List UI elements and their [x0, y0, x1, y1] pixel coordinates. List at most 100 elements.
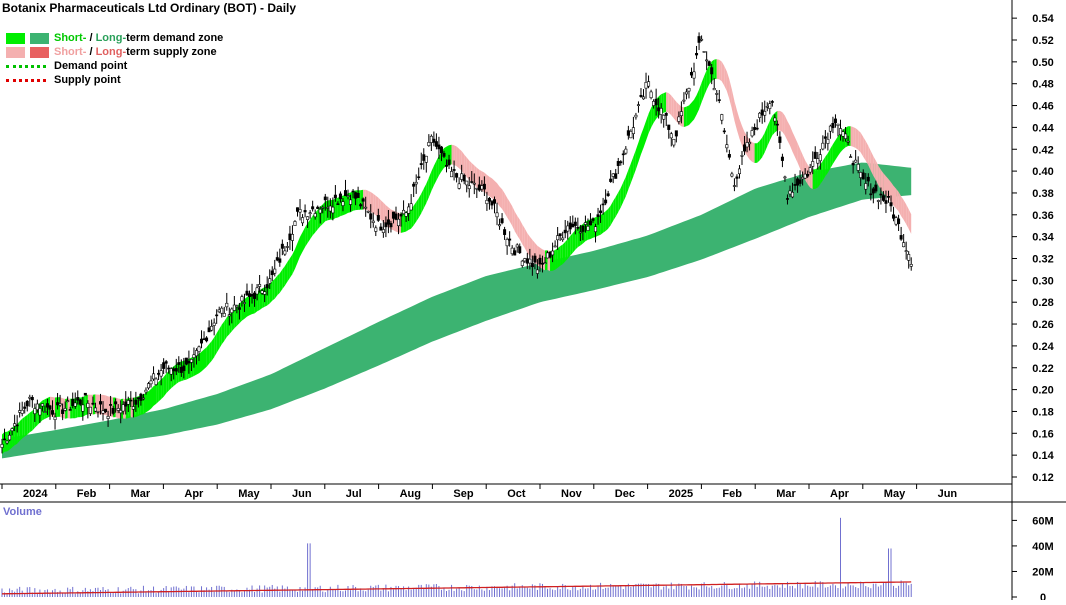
short-term-zone-segment	[572, 230, 576, 253]
short-term-zone-segment	[673, 98, 677, 122]
short-term-zone-segment	[686, 105, 689, 127]
candle-body	[141, 397, 145, 400]
candle-body	[450, 171, 454, 178]
x-tick-label: Feb	[77, 488, 97, 500]
candle-body	[553, 245, 557, 248]
short-term-zone-segment	[618, 187, 621, 213]
candle-body	[149, 380, 153, 385]
candle-body	[626, 130, 630, 136]
candle-body	[735, 176, 739, 179]
candle-body	[399, 214, 403, 217]
candle-body	[839, 128, 843, 136]
y-tick-label: 0.18	[1032, 406, 1053, 418]
candle-body	[487, 197, 491, 202]
short-term-zone-segment	[628, 163, 631, 190]
legend-supply-point-text: Supply point	[54, 74, 121, 86]
y-tick-label: 0.20	[1032, 385, 1053, 397]
candle-body	[419, 163, 423, 165]
candle-body	[119, 410, 123, 414]
candle-body	[374, 227, 378, 232]
candle-body	[876, 200, 880, 202]
short-term-zone-segment	[375, 195, 379, 218]
legend-demand-zone: Short- / Long-term demand zone	[6, 31, 223, 45]
candle-body	[720, 114, 724, 121]
short-term-zone-segment	[67, 398, 71, 419]
candle-body	[73, 402, 77, 407]
short-term-zone-segment	[492, 178, 495, 201]
candle-body	[404, 212, 408, 217]
candle-body	[306, 216, 310, 220]
candle-body	[881, 195, 885, 201]
short-term-zone-segment	[502, 189, 505, 213]
candle-body	[33, 408, 37, 414]
candle-body	[654, 98, 658, 106]
candle-body	[816, 158, 820, 164]
x-tick-label: Oct	[507, 488, 526, 500]
candle-body	[528, 258, 532, 264]
short-term-zone-segment	[797, 143, 801, 169]
candle-body	[611, 173, 615, 177]
candle-body	[384, 222, 388, 228]
short-term-zone-segment	[630, 156, 634, 183]
short-term-zone-segment	[562, 241, 566, 265]
candle-body	[785, 198, 789, 200]
short-term-zone-segment	[754, 143, 758, 163]
short-term-zone-segment	[19, 418, 23, 441]
candle-body	[258, 284, 262, 287]
candle-body	[558, 233, 562, 237]
short-term-zone-segment	[787, 121, 790, 146]
candle-body	[495, 212, 499, 218]
legend-supply-point: Supply point	[6, 73, 223, 87]
short-term-zone-segment	[310, 215, 313, 240]
volume-y-tick-label: 20M	[1032, 566, 1053, 578]
candle-body	[543, 262, 547, 264]
candle-body	[621, 153, 625, 156]
candle-body	[417, 176, 421, 179]
candle-body	[48, 405, 52, 410]
short-term-zone-segment	[598, 215, 601, 236]
short-term-zone-segment	[295, 242, 298, 269]
short-term-zone-segment	[234, 306, 237, 329]
candle-body	[662, 114, 666, 120]
short-term-zone-segment	[567, 235, 571, 259]
candle-body	[897, 218, 901, 225]
short-term-zone-segment	[297, 236, 300, 263]
candle-body	[700, 38, 704, 41]
candle-body	[760, 109, 764, 116]
y-tick-label: 0.34	[1032, 232, 1054, 244]
candle-body	[540, 263, 544, 265]
short-term-zone-segment	[878, 165, 881, 190]
candle-body	[250, 294, 254, 297]
short-term-zone-segment	[22, 416, 25, 439]
candle-body	[811, 161, 815, 167]
short-term-zone-segment	[444, 146, 447, 168]
short-term-zone-segment	[557, 246, 561, 268]
short-term-zone-segment	[300, 232, 303, 257]
candle-body	[467, 185, 471, 190]
candle-body	[341, 201, 345, 206]
short-term-zone-segment	[850, 126, 854, 147]
candle-body	[18, 410, 22, 413]
candle-body	[778, 136, 782, 143]
candle-body	[740, 155, 744, 157]
y-tick-label: 0.42	[1032, 144, 1053, 156]
short-term-zone-segment	[795, 137, 798, 163]
short-term-zone-segment	[517, 215, 520, 240]
candle-body	[606, 193, 610, 196]
candle-body	[818, 154, 822, 162]
short-term-zone-segment	[714, 59, 717, 80]
candle-body	[634, 114, 638, 118]
candle-body	[556, 235, 560, 241]
short-term-zone-segment	[267, 283, 270, 306]
short-term-zone-segment	[646, 113, 649, 141]
candle-body	[25, 400, 29, 407]
candle-body	[576, 227, 580, 229]
candle-body	[677, 116, 681, 122]
short-term-zone-segment	[860, 132, 864, 157]
short-term-zone-segment	[421, 188, 424, 214]
candle-body	[692, 71, 696, 79]
short-term-zone-segment	[497, 183, 500, 207]
candle-body	[909, 264, 913, 267]
short-term-zone-segment	[509, 201, 513, 226]
